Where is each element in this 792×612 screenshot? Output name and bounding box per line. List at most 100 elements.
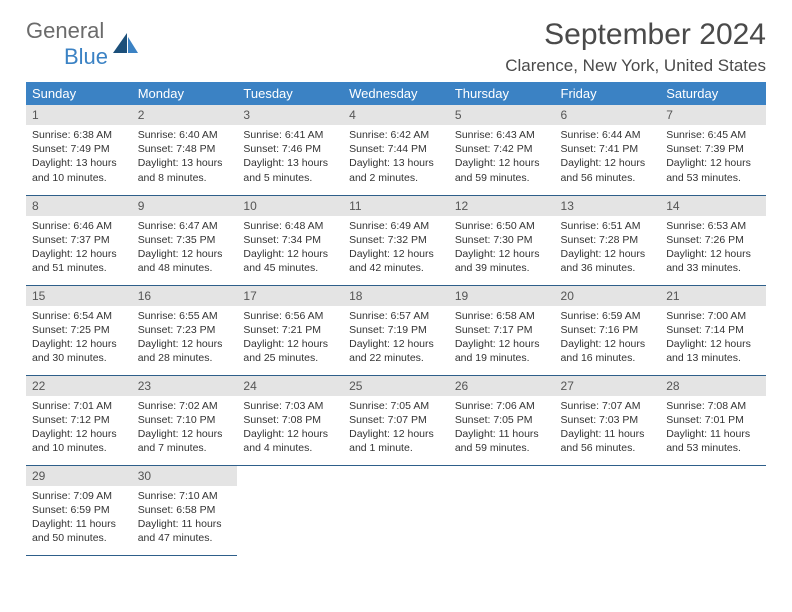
sunrise-text: Sunrise: 6:42 AM [349,128,443,142]
weekday-header: Tuesday [237,82,343,105]
day-details: Sunrise: 6:46 AMSunset: 7:37 PMDaylight:… [26,216,132,282]
header: General Blue September 2024 Clarence, Ne… [26,18,766,76]
sunset-text: Sunset: 7:05 PM [455,413,549,427]
day-details: Sunrise: 7:07 AMSunset: 7:03 PMDaylight:… [555,396,661,462]
sunrise-text: Sunrise: 7:01 AM [32,399,126,413]
sunrise-text: Sunrise: 6:55 AM [138,309,232,323]
sunrise-text: Sunrise: 6:47 AM [138,219,232,233]
calendar-day-cell: 6Sunrise: 6:44 AMSunset: 7:41 PMDaylight… [555,105,661,195]
sunset-text: Sunset: 7:34 PM [243,233,337,247]
day-number: 21 [660,286,766,306]
day-number: 30 [132,466,238,486]
day-number: 18 [343,286,449,306]
calendar-day-cell: 17Sunrise: 6:56 AMSunset: 7:21 PMDayligh… [237,285,343,375]
sunset-text: Sunset: 7:42 PM [455,142,549,156]
title-block: September 2024 Clarence, New York, Unite… [505,18,766,76]
calendar-day-cell: 12Sunrise: 6:50 AMSunset: 7:30 PMDayligh… [449,195,555,285]
day-details: Sunrise: 6:51 AMSunset: 7:28 PMDaylight:… [555,216,661,282]
calendar-day-cell: 20Sunrise: 6:59 AMSunset: 7:16 PMDayligh… [555,285,661,375]
sunset-text: Sunset: 7:41 PM [561,142,655,156]
sunset-text: Sunset: 7:21 PM [243,323,337,337]
calendar-day-cell: 26Sunrise: 7:06 AMSunset: 7:05 PMDayligh… [449,375,555,465]
daylight-text: Daylight: 12 hours and 4 minutes. [243,427,337,455]
calendar-day-cell: 25Sunrise: 7:05 AMSunset: 7:07 PMDayligh… [343,375,449,465]
daylight-text: Daylight: 12 hours and 25 minutes. [243,337,337,365]
sunrise-text: Sunrise: 6:40 AM [138,128,232,142]
day-number: 27 [555,376,661,396]
day-number: 29 [26,466,132,486]
sunrise-text: Sunrise: 7:09 AM [32,489,126,503]
calendar-day-cell: 3Sunrise: 6:41 AMSunset: 7:46 PMDaylight… [237,105,343,195]
month-title: September 2024 [505,18,766,52]
calendar-day-cell: 30Sunrise: 7:10 AMSunset: 6:58 PMDayligh… [132,465,238,555]
daylight-text: Daylight: 12 hours and 19 minutes. [455,337,549,365]
sunset-text: Sunset: 7:23 PM [138,323,232,337]
sunrise-text: Sunrise: 6:56 AM [243,309,337,323]
day-details: Sunrise: 7:01 AMSunset: 7:12 PMDaylight:… [26,396,132,462]
calendar-day-cell: 10Sunrise: 6:48 AMSunset: 7:34 PMDayligh… [237,195,343,285]
day-details: Sunrise: 6:49 AMSunset: 7:32 PMDaylight:… [343,216,449,282]
day-details: Sunrise: 6:44 AMSunset: 7:41 PMDaylight:… [555,125,661,191]
daylight-text: Daylight: 12 hours and 28 minutes. [138,337,232,365]
sunrise-text: Sunrise: 6:48 AM [243,219,337,233]
sunrise-text: Sunrise: 7:06 AM [455,399,549,413]
sunset-text: Sunset: 7:28 PM [561,233,655,247]
day-details: Sunrise: 7:08 AMSunset: 7:01 PMDaylight:… [660,396,766,462]
calendar-day-cell: 29Sunrise: 7:09 AMSunset: 6:59 PMDayligh… [26,465,132,555]
sunset-text: Sunset: 7:14 PM [666,323,760,337]
sunset-text: Sunset: 7:44 PM [349,142,443,156]
day-number: 8 [26,196,132,216]
daylight-text: Daylight: 12 hours and 39 minutes. [455,247,549,275]
calendar-day-cell: 16Sunrise: 6:55 AMSunset: 7:23 PMDayligh… [132,285,238,375]
calendar-day-cell: 27Sunrise: 7:07 AMSunset: 7:03 PMDayligh… [555,375,661,465]
daylight-text: Daylight: 11 hours and 56 minutes. [561,427,655,455]
calendar-day-cell [449,465,555,555]
day-details: Sunrise: 6:58 AMSunset: 7:17 PMDaylight:… [449,306,555,372]
weekday-header: Saturday [660,82,766,105]
day-details: Sunrise: 7:10 AMSunset: 6:58 PMDaylight:… [132,486,238,552]
day-details: Sunrise: 6:56 AMSunset: 7:21 PMDaylight:… [237,306,343,372]
sunrise-text: Sunrise: 6:54 AM [32,309,126,323]
day-details: Sunrise: 6:47 AMSunset: 7:35 PMDaylight:… [132,216,238,282]
sunset-text: Sunset: 7:37 PM [32,233,126,247]
sunset-text: Sunset: 7:32 PM [349,233,443,247]
day-details: Sunrise: 6:54 AMSunset: 7:25 PMDaylight:… [26,306,132,372]
day-number: 17 [237,286,343,306]
weekday-header: Friday [555,82,661,105]
calendar-day-cell: 21Sunrise: 7:00 AMSunset: 7:14 PMDayligh… [660,285,766,375]
day-number: 26 [449,376,555,396]
daylight-text: Daylight: 12 hours and 42 minutes. [349,247,443,275]
sunset-text: Sunset: 7:49 PM [32,142,126,156]
calendar-day-cell [343,465,449,555]
day-number: 14 [660,196,766,216]
sunrise-text: Sunrise: 7:00 AM [666,309,760,323]
calendar-week-row: 1Sunrise: 6:38 AMSunset: 7:49 PMDaylight… [26,105,766,195]
sunset-text: Sunset: 7:01 PM [666,413,760,427]
sunrise-text: Sunrise: 6:50 AM [455,219,549,233]
sunrise-text: Sunrise: 7:07 AM [561,399,655,413]
calendar-day-cell: 9Sunrise: 6:47 AMSunset: 7:35 PMDaylight… [132,195,238,285]
calendar-day-cell: 11Sunrise: 6:49 AMSunset: 7:32 PMDayligh… [343,195,449,285]
day-details: Sunrise: 6:42 AMSunset: 7:44 PMDaylight:… [343,125,449,191]
day-number: 23 [132,376,238,396]
calendar-week-row: 29Sunrise: 7:09 AMSunset: 6:59 PMDayligh… [26,465,766,555]
sunset-text: Sunset: 7:10 PM [138,413,232,427]
day-number: 25 [343,376,449,396]
sunset-text: Sunset: 7:26 PM [666,233,760,247]
sunset-text: Sunset: 7:16 PM [561,323,655,337]
day-details: Sunrise: 6:43 AMSunset: 7:42 PMDaylight:… [449,125,555,191]
daylight-text: Daylight: 12 hours and 30 minutes. [32,337,126,365]
day-details: Sunrise: 7:09 AMSunset: 6:59 PMDaylight:… [26,486,132,552]
day-details: Sunrise: 6:48 AMSunset: 7:34 PMDaylight:… [237,216,343,282]
calendar-day-cell: 15Sunrise: 6:54 AMSunset: 7:25 PMDayligh… [26,285,132,375]
weekday-header: Sunday [26,82,132,105]
sunrise-text: Sunrise: 6:43 AM [455,128,549,142]
sunrise-text: Sunrise: 7:02 AM [138,399,232,413]
calendar-day-cell: 19Sunrise: 6:58 AMSunset: 7:17 PMDayligh… [449,285,555,375]
sunset-text: Sunset: 7:17 PM [455,323,549,337]
sunset-text: Sunset: 7:25 PM [32,323,126,337]
weekday-header: Monday [132,82,238,105]
calendar-day-cell [660,465,766,555]
weekday-header: Thursday [449,82,555,105]
calendar-day-cell: 18Sunrise: 6:57 AMSunset: 7:19 PMDayligh… [343,285,449,375]
